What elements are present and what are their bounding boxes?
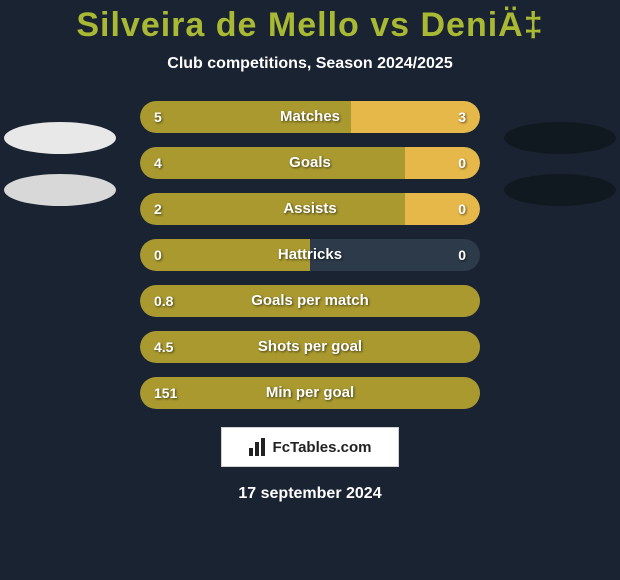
stat-row: 151Min per goal: [140, 377, 480, 409]
stat-row: 0.8Goals per match: [140, 285, 480, 317]
stat-label: Shots per goal: [140, 331, 480, 363]
stat-row: 40Goals: [140, 147, 480, 179]
player-left-blob: [4, 174, 116, 206]
stat-row: 20Assists: [140, 193, 480, 225]
player-right-blob: [504, 174, 616, 206]
player-left-blob: [4, 122, 116, 154]
stat-label: Assists: [140, 193, 480, 225]
stat-row: 00Hattricks: [140, 239, 480, 271]
fctables-logo-text: FcTables.com: [273, 439, 372, 456]
comparison-subtitle: Club competitions, Season 2024/2025: [0, 55, 620, 73]
player-right-blob: [504, 122, 616, 154]
stat-row: 53Matches: [140, 101, 480, 133]
fctables-logo: FcTables.com: [221, 427, 399, 467]
stat-label: Goals: [140, 147, 480, 179]
stat-label: Min per goal: [140, 377, 480, 409]
date-stamp: 17 september 2024: [0, 485, 620, 503]
stat-label: Matches: [140, 101, 480, 133]
comparison-title: Silveira de Mello vs DeniÄ‡: [0, 6, 620, 45]
stat-row: 4.5Shots per goal: [140, 331, 480, 363]
stat-label: Hattricks: [140, 239, 480, 271]
stat-label: Goals per match: [140, 285, 480, 317]
bar-chart-icon: [249, 438, 269, 456]
